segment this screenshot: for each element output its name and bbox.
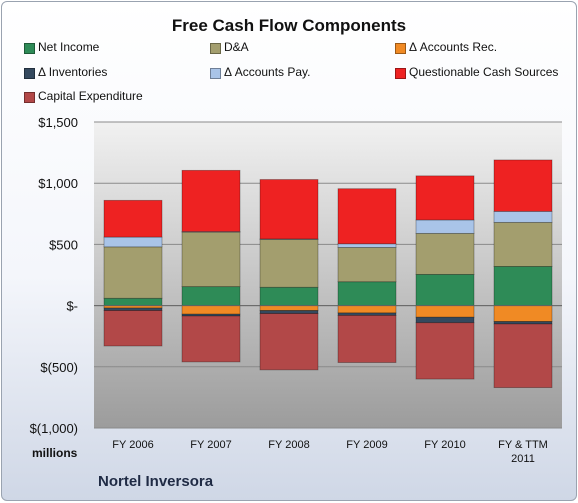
- bar-segment: [259, 286, 319, 306]
- legend-swatch: [24, 92, 35, 103]
- legend-swatch: [24, 43, 35, 54]
- x-tick-label: FY 2007: [190, 439, 231, 451]
- bar-segment: [493, 323, 553, 389]
- plot-area: [94, 122, 562, 428]
- x-tick-label: FY 2006: [112, 439, 153, 451]
- bar-segment: [181, 286, 241, 306]
- bar-segment: [493, 159, 553, 212]
- bar-segment: [415, 175, 475, 221]
- bar-segment: [493, 210, 553, 223]
- company-name: Nortel Inversora: [98, 473, 214, 490]
- bar-segment: [337, 314, 397, 363]
- legend-label: Δ Inventories: [38, 65, 108, 79]
- bar-segment: [103, 199, 163, 238]
- legend-swatch: [395, 43, 406, 54]
- bar-segment: [493, 221, 553, 267]
- bar-segment: [337, 305, 397, 314]
- bar-segment: [181, 231, 241, 288]
- legend-label: Net Income: [38, 40, 100, 54]
- bar-segment: [259, 310, 319, 314]
- bar-segment: [337, 188, 397, 245]
- bar-segment: [103, 246, 163, 299]
- bar-segment: [259, 313, 319, 371]
- bar-segment: [103, 236, 163, 248]
- x-tick-label: FY & TTM 2011: [498, 439, 548, 465]
- bar-segment: [337, 247, 397, 283]
- bar-segment: [259, 179, 319, 240]
- bar-segment: [415, 322, 475, 380]
- bar-segment: [415, 219, 475, 234]
- y-tick-label: $(500): [40, 360, 78, 375]
- legend-swatch: [395, 68, 406, 79]
- bar-segment: [103, 297, 163, 307]
- x-tick-label: FY 2010: [424, 439, 465, 451]
- x-tick-label: FY 2008: [268, 439, 309, 451]
- legend-label: Δ Accounts Pay.: [224, 65, 311, 79]
- legend-swatch: [24, 68, 35, 79]
- bar-segment: [415, 316, 475, 324]
- bar-segment: [415, 232, 475, 275]
- y-tick-label: $(1,000): [30, 421, 78, 436]
- bar-segment: [181, 315, 241, 363]
- legend-label: Capital Expenditure: [38, 89, 143, 103]
- bar-segment: [103, 310, 163, 347]
- legend-label: D&A: [224, 40, 249, 54]
- bar-segment: [181, 305, 241, 315]
- legend-label: Questionable Cash Sources: [409, 65, 559, 79]
- y-tick-label: $1,500: [38, 115, 78, 130]
- y-axis-unit-label: millions: [32, 446, 78, 460]
- y-tick-label: $500: [49, 237, 78, 252]
- chart-title: Free Cash Flow Components: [171, 16, 407, 35]
- bar-segment: [337, 243, 397, 248]
- bar-segment: [181, 169, 241, 232]
- x-tick-label: FY 2009: [346, 439, 387, 451]
- bar-segment: [493, 266, 553, 307]
- legend-label: Δ Accounts Rec.: [409, 40, 498, 54]
- y-tick-label: $-: [66, 299, 78, 314]
- bar-segment: [493, 305, 553, 322]
- bar-segment: [415, 273, 475, 307]
- bar-segment: [415, 305, 475, 318]
- legend-swatch: [210, 68, 221, 79]
- legend-swatch: [210, 43, 221, 54]
- bar-segment: [259, 239, 319, 288]
- bar-segment: [337, 281, 397, 306]
- bar-segment: [259, 305, 319, 311]
- y-tick-label: $1,000: [38, 176, 78, 191]
- chart-legend: Net Income D&A Δ Accounts Rec. Δ Inventorie…: [2, 2, 576, 112]
